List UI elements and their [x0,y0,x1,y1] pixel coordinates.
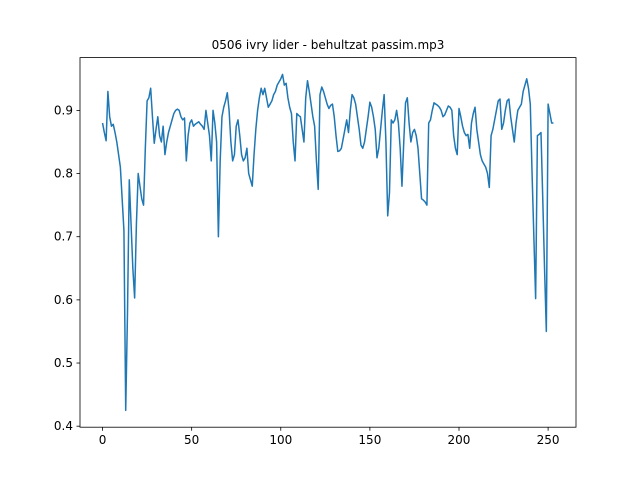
x-tick-label: 200 [448,433,471,447]
x-tick-label: 150 [358,433,381,447]
y-tick-label: 0.5 [54,356,73,370]
y-tick-label: 0.4 [54,419,73,433]
x-tick-label: 250 [537,433,560,447]
y-tick-label: 0.7 [54,230,73,244]
plot-frame [79,57,577,428]
x-tick-label: 100 [269,433,292,447]
y-tick-label: 0.8 [54,167,73,181]
x-tick-label: 50 [184,433,199,447]
y-tick-label: 0.9 [54,103,73,117]
x-tick-label: 0 [99,433,107,447]
y-tick-label: 0.6 [54,293,73,307]
data-line [101,73,554,412]
chart-title: 0506 ivry lider - behultzat passim.mp3 [212,38,445,52]
